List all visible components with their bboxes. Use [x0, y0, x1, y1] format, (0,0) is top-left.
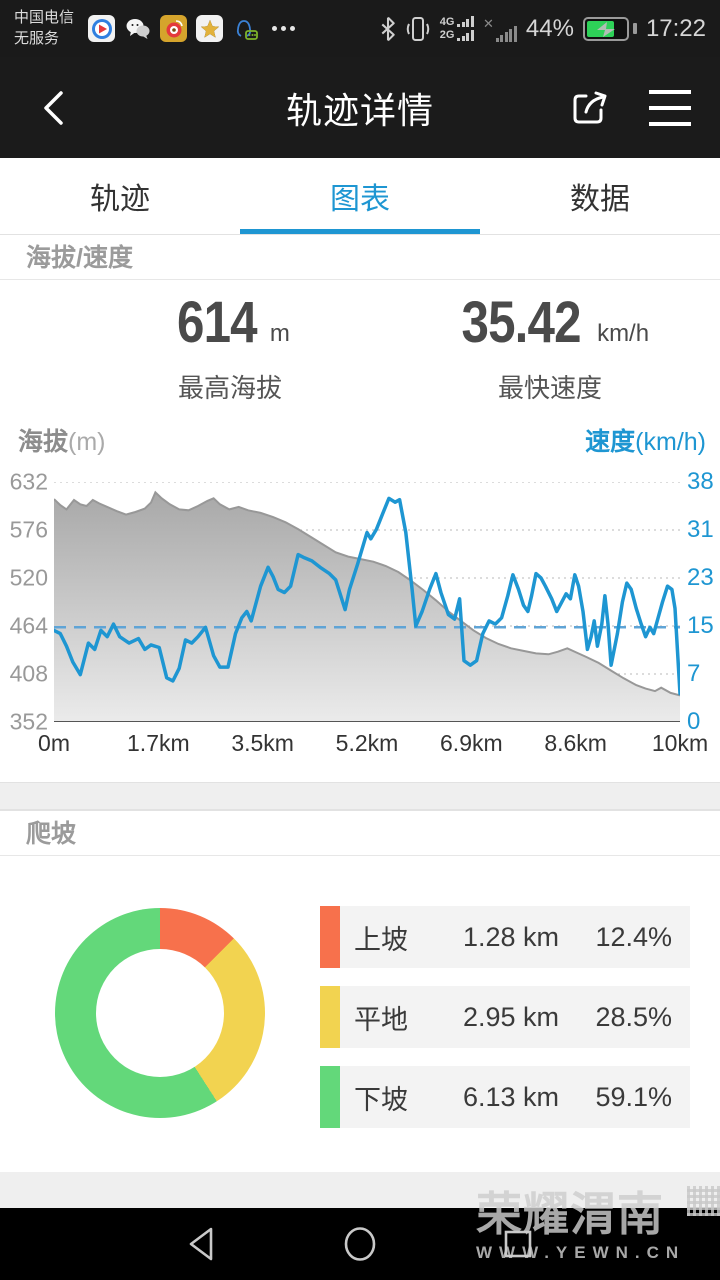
stat-max-elevation: 614 m 最高海拔	[70, 294, 390, 408]
y-tick-right: 0	[687, 708, 701, 735]
battery-nub	[632, 23, 637, 34]
max-elevation-unit: m	[269, 320, 290, 347]
max-speed-value: 35.42	[461, 290, 581, 355]
legend-row-downhill: 下坡 6.13 km 59.1%	[320, 1066, 690, 1128]
nav-home-icon	[344, 1227, 376, 1261]
nav-recents-icon	[504, 1230, 532, 1258]
nav-recents-button[interactable]	[496, 1222, 540, 1266]
android-nav-bar	[0, 1208, 720, 1280]
network-type-top: 4G	[439, 16, 455, 29]
x-tick: 6.9km	[440, 730, 503, 756]
x-tick: 0m	[38, 730, 70, 756]
dual-sim-network-icon: 4G 2G	[440, 16, 474, 41]
more-notifications-icon	[272, 26, 296, 31]
elevation-speed-chart: 海拔(m) 速度(km/h) 632 576 520 464 408 352 38 31 23…	[0, 408, 720, 782]
uphill-label: 上坡	[354, 924, 408, 955]
x-tick: 1.7km	[127, 730, 190, 756]
signal-bars-sim1	[457, 16, 474, 27]
page-title: 轨迹详情	[285, 89, 434, 131]
x-tick: 8.6km	[544, 730, 607, 756]
tab-chart[interactable]: 图表	[240, 158, 480, 234]
battery-percent: 44%	[525, 14, 574, 42]
y-tick-left: 576	[9, 516, 48, 543]
section-header-climb: 爬坡	[0, 810, 720, 856]
carrier-name: 中国电信	[14, 9, 75, 27]
max-elevation-label: 最高海拔	[177, 373, 282, 403]
y-tick-right: 15	[687, 612, 714, 639]
y-tick-right: 31	[687, 516, 714, 543]
vibrate-icon	[406, 16, 430, 41]
signal-bars-sim2	[457, 30, 474, 41]
uphill-percent: 12.4%	[595, 921, 672, 952]
downhill-label: 下坡	[354, 1084, 408, 1115]
downhill-distance: 6.13 km	[462, 1081, 560, 1112]
section-header-elevation-speed: 海拔/速度	[0, 234, 720, 280]
no-signal-icon: ✕	[483, 16, 517, 42]
bluetooth-icon	[381, 16, 395, 41]
stat-max-speed: 35.42 km/h 最快速度	[390, 294, 710, 408]
weibo-icon	[160, 15, 188, 42]
y-tick-left: 408	[9, 660, 48, 687]
hamburger-icon	[649, 89, 691, 126]
stats-row: 614 m 最高海拔 35.42 km/h 最快速度	[0, 280, 720, 408]
qq-icon	[232, 15, 259, 42]
climb-legend: 上坡 1.28 km 12.4% 平地 2.95 km 28.5% 下坡 6.1…	[320, 856, 720, 1172]
legend-color	[320, 1066, 340, 1128]
max-speed-label: 最快速度	[497, 373, 602, 403]
service-state: 无服务	[14, 29, 60, 47]
x-tick: 10km	[651, 730, 709, 756]
y-tick-left: 632	[9, 468, 48, 495]
right-axis-ticks: 38 31 23 15 7 0	[680, 468, 720, 735]
y-tick-right: 38	[687, 468, 714, 495]
wechat-icon	[124, 15, 151, 42]
chart-plot[interactable]	[52, 481, 682, 723]
star-app-icon	[196, 15, 224, 42]
app-header: 轨迹详情	[0, 57, 720, 158]
back-button[interactable]	[14, 68, 94, 148]
flat-percent: 28.5%	[595, 1001, 672, 1032]
flat-distance: 2.95 km	[462, 1001, 560, 1032]
tab-data[interactable]: 数据	[570, 183, 630, 216]
clock: 17:22	[645, 14, 706, 42]
right-axis-title: 速度(km/h)	[585, 428, 706, 456]
x-tick: 5.2km	[335, 730, 399, 756]
back-chevron-icon	[44, 90, 63, 125]
flat-label: 平地	[354, 1004, 408, 1035]
battery-icon	[582, 16, 629, 41]
y-tick-right: 23	[687, 564, 714, 591]
y-tick-right: 7	[687, 660, 701, 687]
left-axis-title: 海拔(m)	[18, 428, 106, 456]
legend-color	[320, 986, 340, 1048]
nav-home-button[interactable]	[338, 1222, 382, 1266]
y-tick-left: 352	[9, 708, 48, 735]
max-elevation-value: 614	[177, 290, 258, 355]
menu-button[interactable]	[630, 68, 710, 148]
legend-row-flat: 平地 2.95 km 28.5%	[320, 986, 690, 1048]
share-icon	[573, 91, 607, 123]
nav-back-button[interactable]	[180, 1222, 224, 1266]
y-tick-left: 520	[9, 564, 48, 591]
nav-back-icon	[189, 1227, 213, 1261]
legend-color	[320, 906, 340, 968]
tab-bar: 轨迹 图表 数据	[0, 158, 720, 234]
y-tick-left: 464	[9, 612, 48, 639]
video-app-icon	[88, 15, 116, 42]
left-axis-ticks: 632 576 520 464 408 352	[8, 469, 54, 735]
uphill-distance: 1.28 km	[462, 921, 560, 952]
max-speed-unit: km/h	[597, 320, 650, 347]
x-axis-ticks: 0m 1.7km 3.5km 5.2km 6.9km 8.6km 10km	[38, 722, 708, 762]
downhill-percent: 59.1%	[595, 1081, 672, 1112]
x-tick: 3.5km	[231, 730, 294, 756]
climb-chart-body: 上坡 1.28 km 12.4% 平地 2.95 km 28.5% 下坡 6.1…	[0, 856, 720, 1172]
climb-donut-chart	[55, 908, 265, 1118]
network-type-bottom: 2G	[439, 28, 455, 41]
legend-row-uphill: 上坡 1.28 km 12.4%	[320, 906, 690, 968]
share-button[interactable]	[550, 68, 630, 148]
notification-icons	[88, 15, 296, 42]
section-gap	[0, 782, 720, 810]
tab-track[interactable]: 轨迹	[90, 183, 150, 216]
status-bar: 中国电信 无服务 4G 2G	[0, 0, 720, 57]
